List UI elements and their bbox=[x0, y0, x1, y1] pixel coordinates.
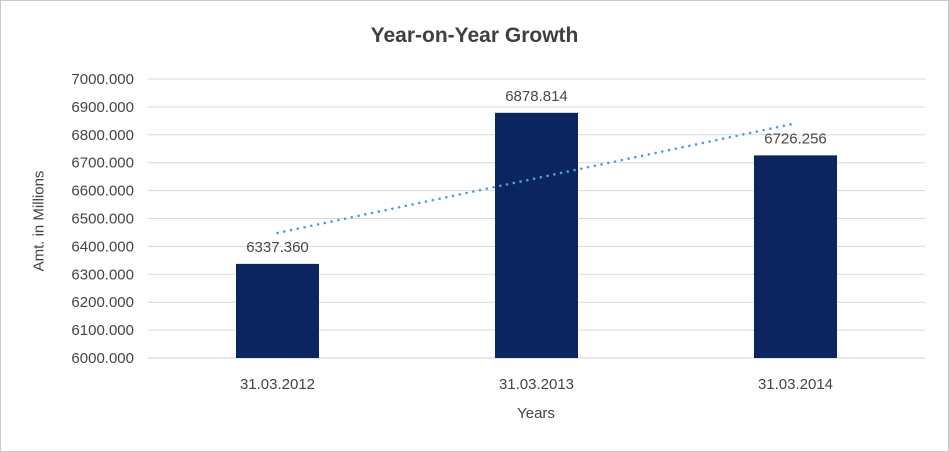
bar bbox=[754, 155, 837, 358]
bar-value-label: 6337.360 bbox=[246, 239, 309, 256]
y-tick-label: 6200.000 bbox=[71, 294, 134, 311]
y-tick-label: 7000.000 bbox=[71, 71, 134, 88]
y-tick-label: 6500.000 bbox=[71, 211, 134, 228]
bar-value-label: 6726.256 bbox=[764, 130, 827, 147]
x-category-label: 31.03.2012 bbox=[240, 376, 315, 393]
y-tick-label: 6300.000 bbox=[71, 266, 134, 283]
chart-title: Year-on-Year Growth bbox=[370, 24, 579, 47]
y-tick-label: 6800.000 bbox=[71, 127, 134, 144]
bar bbox=[236, 263, 319, 358]
y-tick-label: 6600.000 bbox=[71, 183, 134, 200]
x-axis-title: Years bbox=[517, 405, 555, 422]
bar bbox=[495, 112, 578, 359]
trendline bbox=[276, 122, 797, 235]
y-tick-label: 6700.000 bbox=[71, 155, 134, 172]
y-tick-label: 6000.000 bbox=[71, 350, 134, 367]
y-tick-label: 6100.000 bbox=[71, 322, 134, 339]
y-tick-label: 6400.000 bbox=[71, 238, 134, 255]
x-category-label: 31.03.2014 bbox=[758, 376, 833, 393]
y-tick-label: 6900.000 bbox=[71, 99, 134, 116]
x-category-label: 31.03.2013 bbox=[499, 376, 574, 393]
bar-value-label: 6878.814 bbox=[505, 88, 568, 105]
